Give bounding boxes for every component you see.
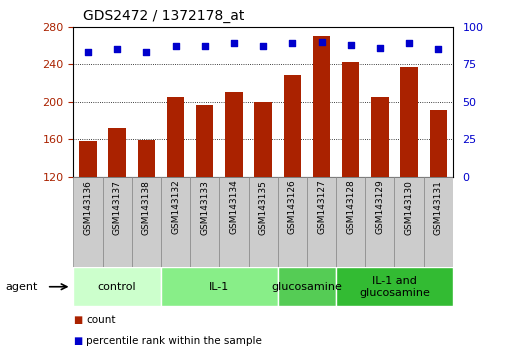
Point xyxy=(346,42,354,47)
Text: GSM143136: GSM143136 xyxy=(83,180,92,235)
Text: GDS2472 / 1372178_at: GDS2472 / 1372178_at xyxy=(83,9,244,23)
Bar xyxy=(79,141,96,177)
Text: GSM143135: GSM143135 xyxy=(258,180,267,235)
Text: ■: ■ xyxy=(73,315,82,325)
Point xyxy=(171,43,179,49)
Bar xyxy=(394,177,423,267)
Point xyxy=(433,46,441,52)
Bar xyxy=(335,267,452,306)
Bar xyxy=(248,177,277,267)
Bar xyxy=(73,177,103,267)
Bar xyxy=(190,177,219,267)
Point xyxy=(288,40,296,46)
Bar xyxy=(137,140,155,177)
Text: control: control xyxy=(97,282,136,292)
Text: GSM143138: GSM143138 xyxy=(141,180,150,235)
Text: percentile rank within the sample: percentile rank within the sample xyxy=(86,336,262,346)
Text: GSM143129: GSM143129 xyxy=(375,180,384,234)
Bar xyxy=(283,75,300,177)
Text: glucosamine: glucosamine xyxy=(271,282,342,292)
Bar xyxy=(335,177,365,267)
Text: GSM143126: GSM143126 xyxy=(287,180,296,234)
Point xyxy=(142,49,150,55)
Text: agent: agent xyxy=(5,282,37,292)
Bar xyxy=(131,177,161,267)
Bar xyxy=(195,104,213,177)
Bar xyxy=(365,177,394,267)
Point xyxy=(375,45,383,50)
Bar xyxy=(370,97,388,177)
Bar xyxy=(73,267,161,306)
Bar xyxy=(399,67,417,177)
Point xyxy=(317,39,325,44)
Bar xyxy=(277,177,307,267)
Text: IL-1 and
glucosamine: IL-1 and glucosamine xyxy=(359,276,429,298)
Bar xyxy=(307,177,335,267)
Text: GSM143133: GSM143133 xyxy=(200,180,209,235)
Bar xyxy=(219,177,248,267)
Point xyxy=(200,43,209,49)
Bar xyxy=(423,177,452,267)
Text: GSM143137: GSM143137 xyxy=(113,180,121,235)
Bar xyxy=(429,110,446,177)
Text: IL-1: IL-1 xyxy=(209,282,229,292)
Bar xyxy=(161,267,277,306)
Text: GSM143132: GSM143132 xyxy=(171,180,180,234)
Text: GSM143131: GSM143131 xyxy=(433,180,442,235)
Bar xyxy=(341,62,359,177)
Bar xyxy=(277,267,335,306)
Text: GSM143127: GSM143127 xyxy=(316,180,325,234)
Bar xyxy=(167,97,184,177)
Text: GSM143134: GSM143134 xyxy=(229,180,238,234)
Bar xyxy=(312,36,330,177)
Point xyxy=(84,49,92,55)
Point xyxy=(229,40,237,46)
Bar xyxy=(103,177,131,267)
Bar xyxy=(161,177,190,267)
Bar xyxy=(225,92,242,177)
Text: GSM143130: GSM143130 xyxy=(404,180,413,235)
Text: ■: ■ xyxy=(73,336,82,346)
Point xyxy=(404,40,412,46)
Bar xyxy=(254,102,271,177)
Point xyxy=(113,46,121,52)
Point xyxy=(259,43,267,49)
Text: GSM143128: GSM143128 xyxy=(345,180,355,234)
Bar xyxy=(108,128,126,177)
Text: count: count xyxy=(86,315,115,325)
